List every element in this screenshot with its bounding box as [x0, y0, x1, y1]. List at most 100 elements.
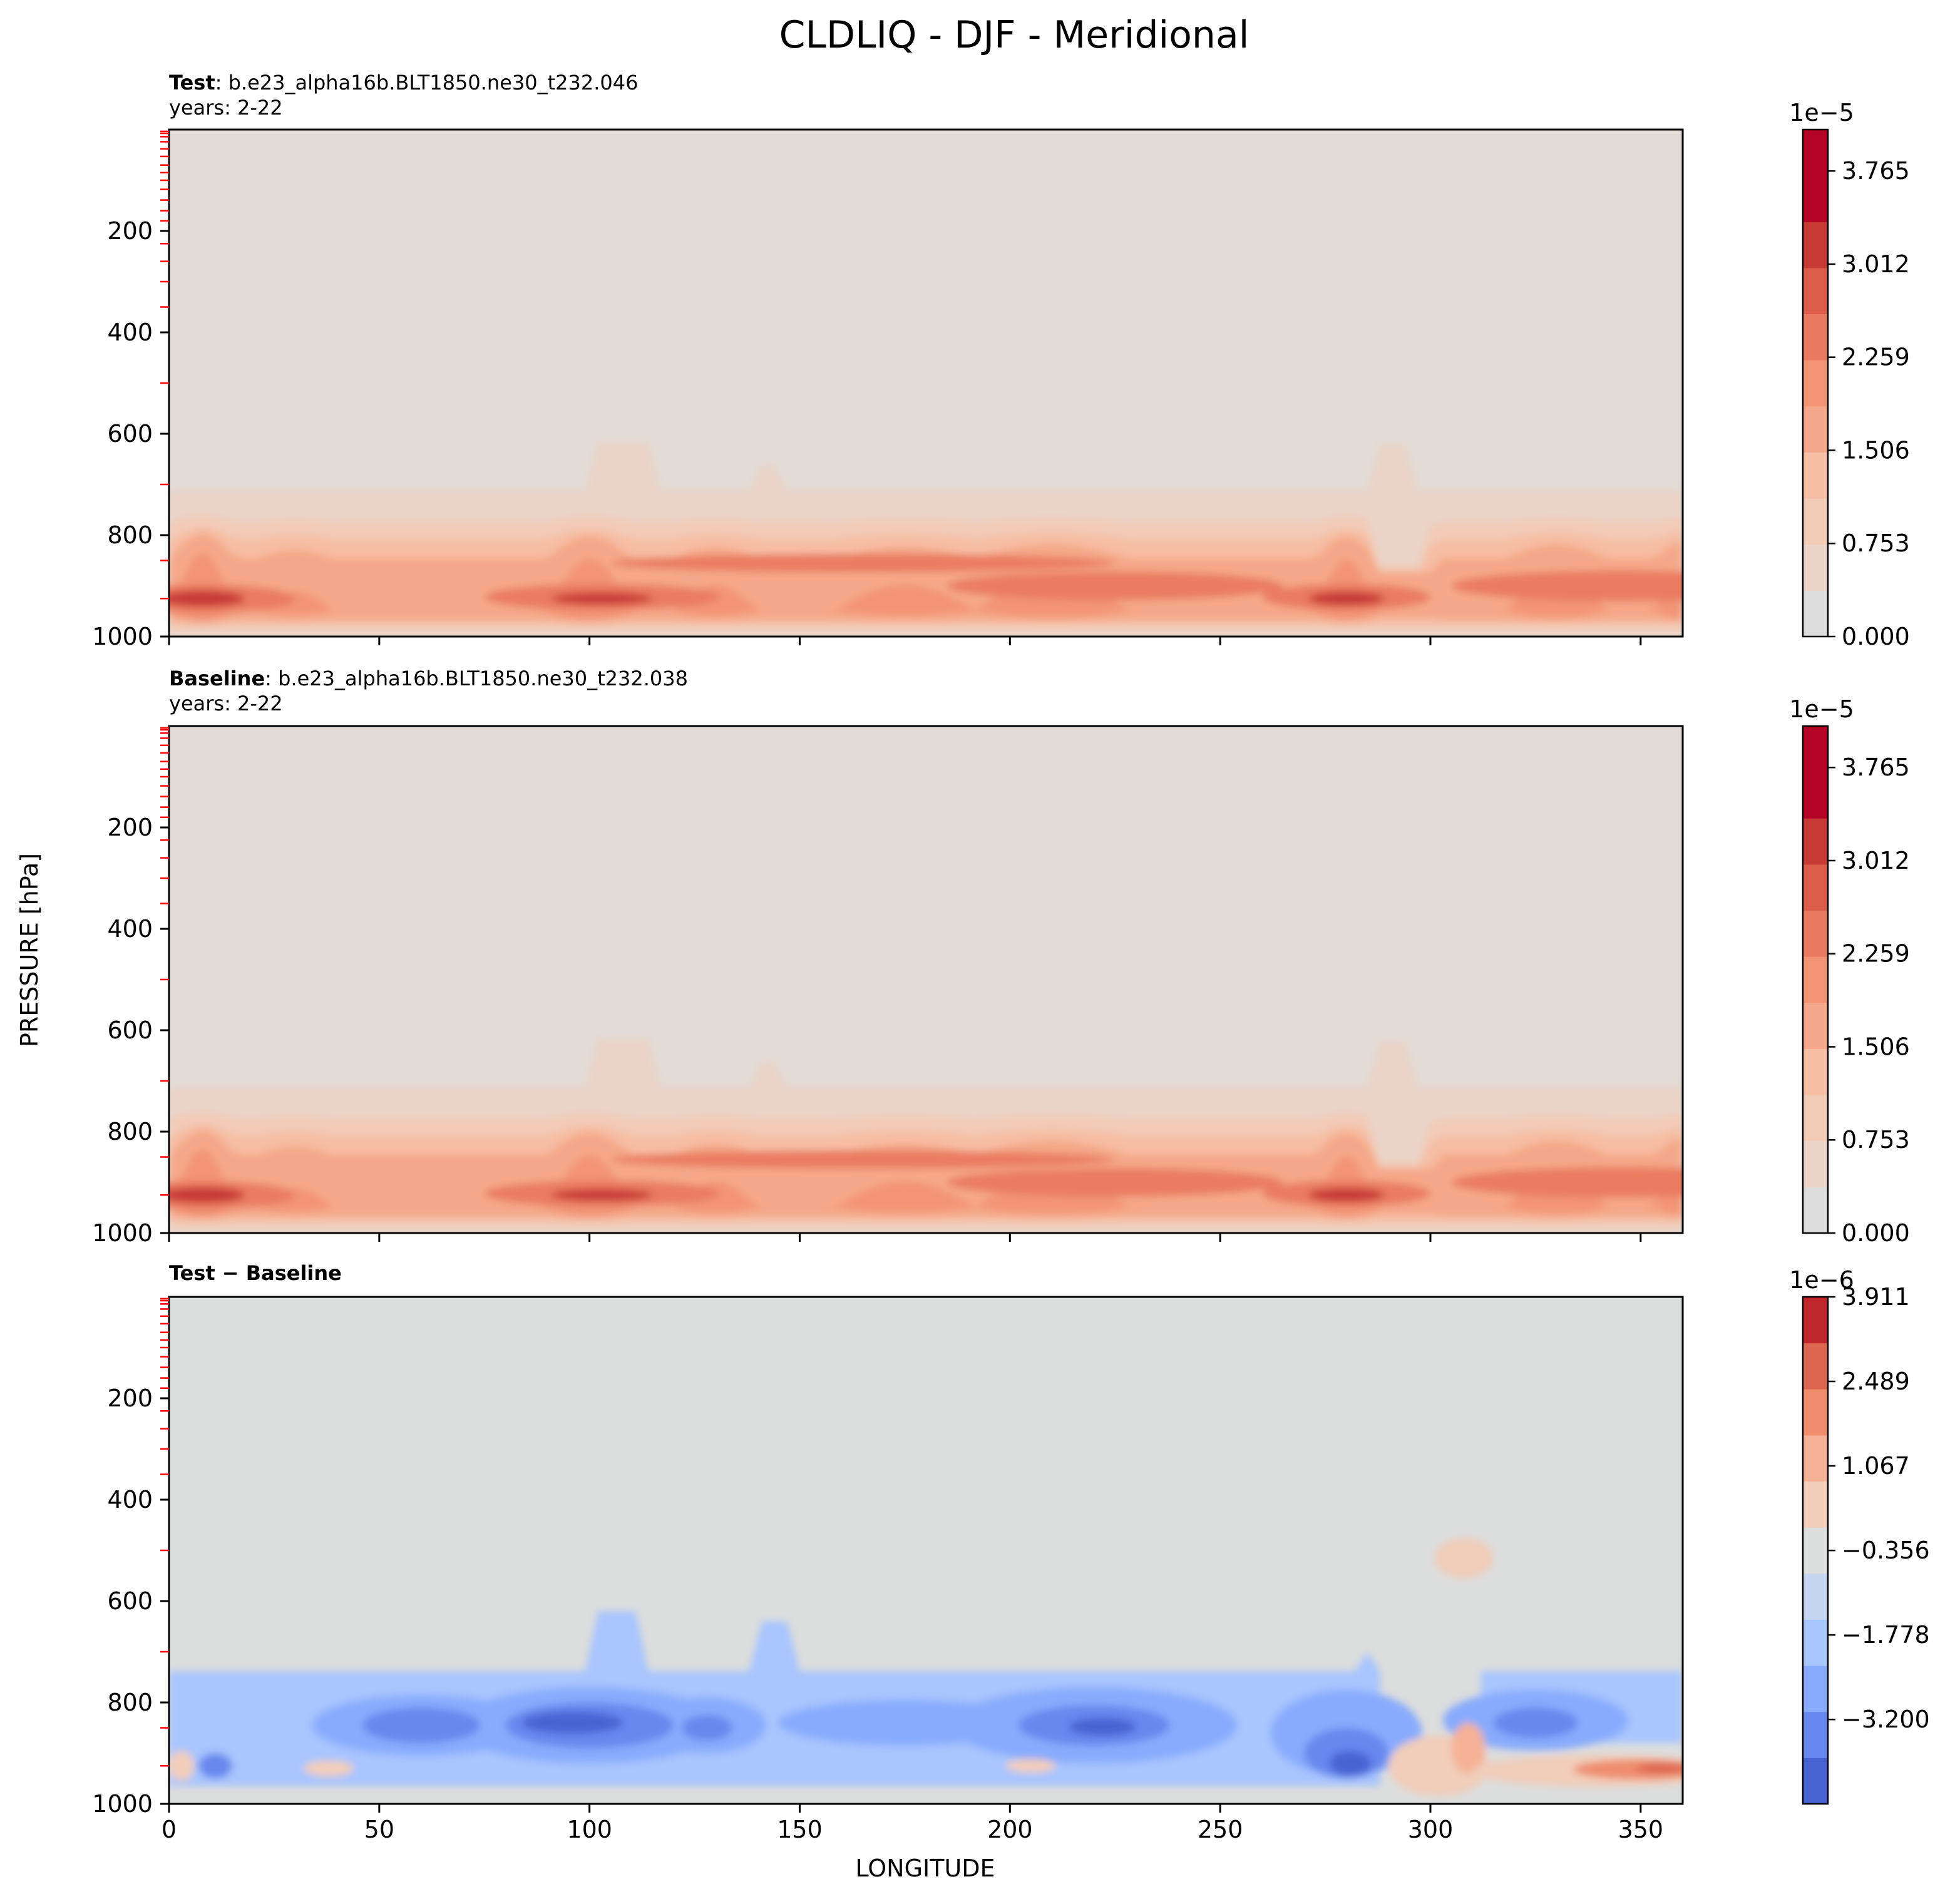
contour-peak — [552, 592, 653, 605]
negative-contour-cell — [362, 1707, 481, 1743]
x-tick-label: 0 — [162, 1816, 177, 1843]
contour-peak — [552, 1189, 653, 1201]
contour-core — [610, 1150, 1116, 1169]
colorbar-swatch — [1803, 175, 1828, 222]
y-tick-label: 200 — [107, 814, 153, 841]
field-bands — [169, 1537, 1683, 1796]
colorbar-swatch — [1803, 1435, 1828, 1482]
colorbar-tick-label: 2.259 — [1842, 940, 1910, 968]
y-tick-label: 800 — [107, 1118, 153, 1145]
colorbar-swatch — [1803, 772, 1828, 819]
panel-test-y-axis: 200 400 600 800 1000 — [92, 130, 169, 650]
negative-contour-cell — [682, 1715, 733, 1741]
panel-difference-x-axis: 0 50 100 150 200 250 300 350 — [162, 1804, 1663, 1843]
x-tick-label: 150 — [777, 1816, 823, 1843]
colorbar-swatch — [1803, 864, 1828, 911]
colorbar-tick-label: −0.356 — [1842, 1537, 1930, 1564]
colorbar-frame — [1802, 128, 1829, 638]
y-tick-label: 200 — [107, 1385, 153, 1412]
colorbar-tick-label: 2.489 — [1842, 1368, 1910, 1395]
colorbar-swatch — [1803, 130, 1828, 177]
colorbar-tick-label: 1.506 — [1842, 436, 1910, 464]
panel-test-title: Test: b.e23_alpha16b.BLT1850.ne30_t232.0… — [169, 71, 638, 95]
contour-band-5 — [169, 552, 1683, 622]
y-tick-label: 200 — [107, 217, 153, 245]
colorbar-swatch — [1803, 1048, 1828, 1095]
colorbar-swatch — [1803, 360, 1828, 407]
colorbar-swatch — [1803, 1666, 1828, 1712]
colorbar-tick-label: 0.000 — [1842, 1219, 1910, 1247]
y-tick-label: 800 — [107, 1689, 153, 1716]
panel-baseline-colorbar: 0.000 0.753 1.506 2.259 3.012 3.765 1e−5 — [1789, 695, 1910, 1247]
colorbar-swatch — [1803, 1758, 1828, 1804]
colorbar-tick-label: 3.765 — [1842, 754, 1910, 781]
colorbar-swatch — [1803, 956, 1828, 1003]
panel-test: Test: b.e23_alpha16b.BLT1850.ne30_t232.0… — [92, 71, 1910, 650]
y-tick-label: 600 — [107, 1016, 153, 1044]
panel-difference: Test − Baseline 200 400 600 800 1000 0 50 100 1… — [92, 1261, 1929, 1843]
positive-contour-cell — [303, 1760, 354, 1777]
colorbar-swatch — [1803, 452, 1828, 499]
panel-test-subtitle: years: 2-22 — [169, 96, 283, 120]
contour-core — [947, 571, 1283, 600]
colorbar-swatch — [1803, 498, 1828, 545]
colorbar-frame — [1802, 725, 1829, 1234]
y-tick-label: 400 — [107, 915, 153, 943]
colorbar-swatch — [1803, 726, 1828, 773]
panel-baseline-x-ticks — [168, 1233, 1642, 1242]
positive-contour-cell — [1636, 1763, 1683, 1774]
panel-difference-title: Test − Baseline — [169, 1261, 342, 1285]
x-tick-label: 50 — [364, 1816, 394, 1843]
colorbar-swatch — [1803, 1187, 1828, 1234]
positive-contour-cell — [1434, 1537, 1494, 1579]
colorbar-swatch — [1803, 1389, 1828, 1436]
contour-core — [1451, 1167, 1683, 1198]
negative-contour-cell — [522, 1711, 623, 1734]
colorbar-tick-label: 1.067 — [1842, 1452, 1910, 1480]
colorbar-swatch — [1803, 1297, 1828, 1344]
colorbar-tick-label: 2.259 — [1842, 344, 1910, 371]
y-tick-label: 600 — [107, 1587, 153, 1615]
colorbar-swatch — [1803, 544, 1828, 591]
panel-test-contour-field — [169, 130, 1683, 637]
panel-baseline-title-rest: : b.e23_alpha16b.BLT1850.ne30_t232.038 — [265, 667, 688, 690]
colorbar-swatch — [1803, 222, 1828, 269]
colorbar-swatch — [1803, 1002, 1828, 1049]
x-tick-label: 100 — [567, 1816, 612, 1843]
colorbar-tick-label: −1.778 — [1842, 1621, 1930, 1649]
negative-contour-cell — [1069, 1717, 1136, 1736]
field-bands — [169, 442, 1683, 637]
figure-title: CLDLIQ - DJF - Meridional — [779, 13, 1249, 57]
y-tick-label: 1000 — [92, 1219, 153, 1247]
colorbar-swatch — [1803, 910, 1828, 957]
panel-difference-title-bold: Test − Baseline — [169, 1261, 342, 1285]
positive-contour-cell — [1005, 1758, 1057, 1773]
colorbar-swatch — [1803, 1140, 1828, 1187]
panel-baseline-contour-field — [169, 726, 1683, 1233]
panel-test-colorbar: 0.000 0.753 1.506 2.259 3.012 3.765 1e−5 — [1789, 99, 1910, 650]
colorbar-tick-label: 0.753 — [1842, 530, 1910, 557]
panel-test-title-rest: : b.e23_alpha16b.BLT1850.ne30_t232.046 — [215, 71, 639, 95]
y-axis-label: PRESSURE [hPa] — [16, 853, 43, 1047]
x-axis-label: LONGITUDE — [855, 1855, 995, 1882]
y-tick-label: 400 — [107, 1486, 153, 1513]
x-tick-label: 350 — [1618, 1816, 1664, 1843]
colorbar-swatch — [1803, 818, 1828, 865]
panel-test-title-bold: Test — [169, 71, 215, 95]
x-tick-label: 250 — [1198, 1816, 1243, 1843]
colorbar-tick-label: 1.506 — [1842, 1033, 1910, 1060]
x-tick-label: 200 — [987, 1816, 1033, 1843]
contour-core — [610, 553, 1116, 573]
contour-band-5 — [169, 1149, 1683, 1218]
contour-peak — [1308, 1187, 1385, 1202]
positive-contour-cell — [169, 1750, 195, 1781]
contour-peak — [1308, 591, 1385, 606]
panel-baseline-title: Baseline: b.e23_alpha16b.BLT1850.ne30_t2… — [169, 667, 688, 690]
field-bands — [169, 1038, 1683, 1233]
x-tick-label: 300 — [1408, 1816, 1454, 1843]
colorbar-swatch — [1803, 1573, 1828, 1620]
colorbar-swatch — [1803, 406, 1828, 453]
colorbar-exponent: 1e−5 — [1789, 695, 1854, 723]
